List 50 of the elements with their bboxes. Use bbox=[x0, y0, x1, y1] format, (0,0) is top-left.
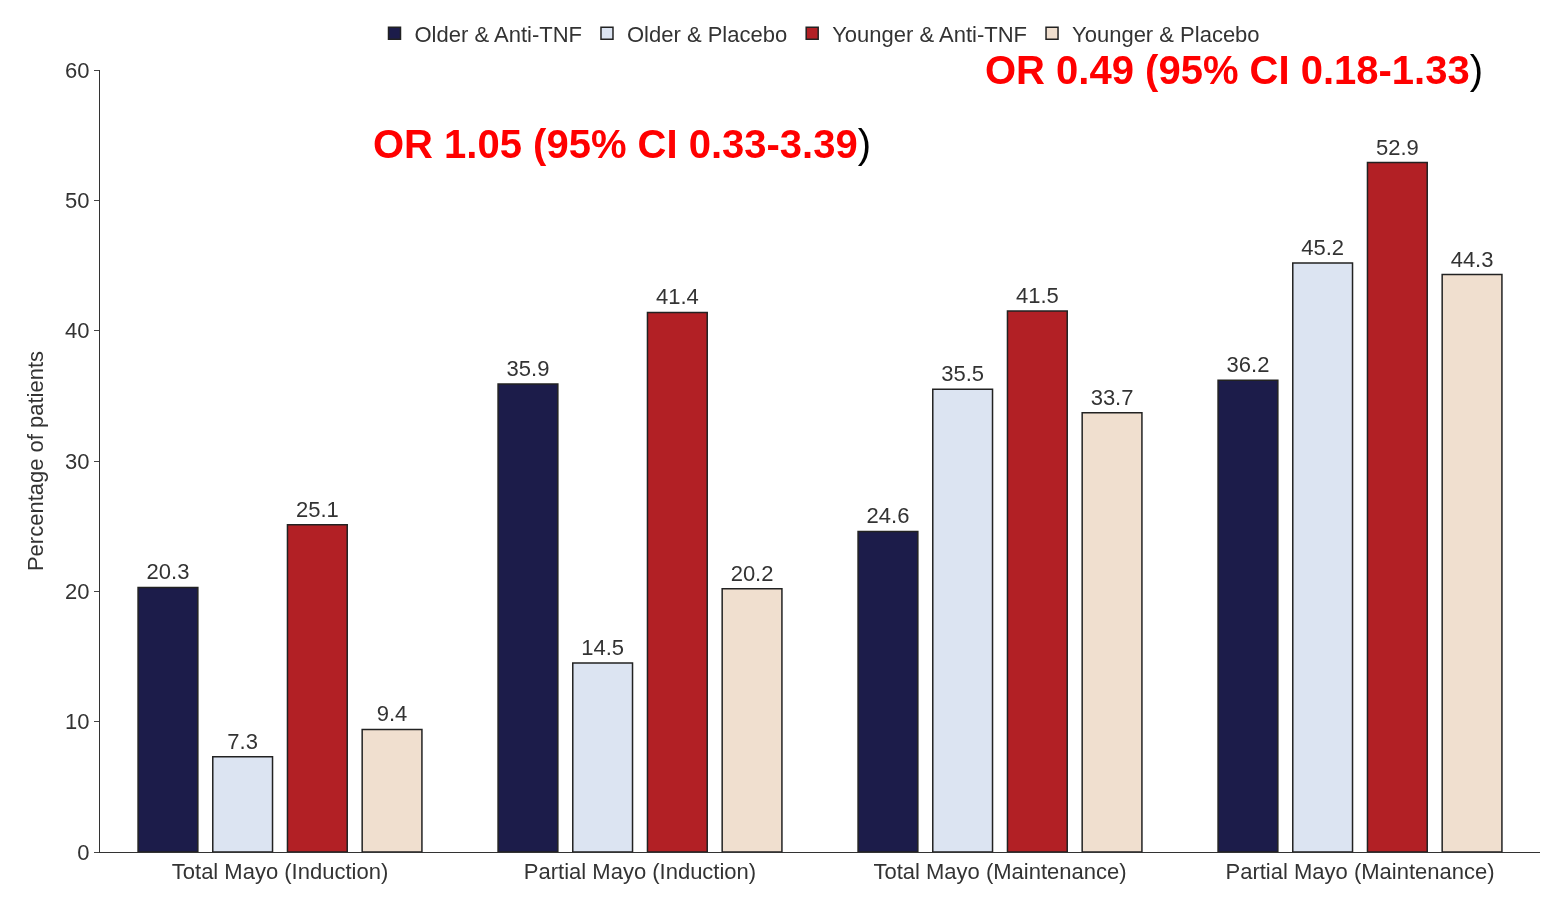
bar bbox=[1441, 273, 1503, 852]
data-label: 35.9 bbox=[506, 356, 550, 382]
bar bbox=[1081, 412, 1143, 852]
data-label: 7.3 bbox=[227, 728, 258, 754]
legend-label: Younger & Placebo bbox=[1072, 21, 1260, 47]
bar bbox=[646, 311, 708, 852]
data-label: 41.5 bbox=[1015, 283, 1059, 309]
bar bbox=[1217, 379, 1279, 852]
annotation: OR 0.49 (95% CI 0.18-1.33) bbox=[985, 48, 1484, 92]
bar bbox=[721, 587, 783, 852]
bar bbox=[361, 728, 423, 852]
bar bbox=[932, 388, 994, 852]
data-label: 33.7 bbox=[1090, 384, 1134, 410]
data-label: 9.4 bbox=[376, 701, 408, 727]
y-tick-label: 30 bbox=[65, 448, 90, 474]
bar bbox=[1292, 262, 1354, 852]
data-label: 25.1 bbox=[295, 496, 339, 522]
data-label: 20.3 bbox=[146, 559, 190, 585]
x-tick-label: Total Mayo (Induction) bbox=[171, 859, 389, 885]
data-label: 45.2 bbox=[1301, 234, 1345, 260]
data-label: 52.9 bbox=[1375, 134, 1419, 160]
annotation: OR 1.05 (95% CI 0.33-3.39) bbox=[373, 122, 872, 166]
data-label: 41.4 bbox=[655, 284, 699, 310]
y-tick-label: 60 bbox=[65, 57, 90, 83]
bar bbox=[1366, 161, 1428, 852]
data-label: 44.3 bbox=[1450, 246, 1494, 272]
bar bbox=[497, 383, 559, 852]
y-tick-label: 0 bbox=[77, 839, 90, 865]
x-tick-label: Total Mayo (Maintenance) bbox=[873, 859, 1127, 885]
x-tick-label: Partial Mayo (Induction) bbox=[523, 859, 757, 885]
data-label: 35.5 bbox=[941, 361, 985, 387]
y-tick-label: 10 bbox=[65, 709, 90, 735]
data-label: 36.2 bbox=[1226, 352, 1270, 378]
x-tick-label: Partial Mayo (Maintenance) bbox=[1225, 859, 1495, 885]
y-tick-label: 50 bbox=[65, 188, 90, 214]
y-tick-label: 20 bbox=[65, 579, 90, 605]
bar bbox=[572, 662, 634, 852]
y-tick-label: 40 bbox=[65, 318, 90, 344]
bar bbox=[212, 756, 274, 852]
data-label: 20.2 bbox=[730, 560, 774, 586]
legend-label: Older & Anti-TNF bbox=[414, 21, 582, 47]
bar bbox=[857, 530, 919, 852]
bar bbox=[137, 586, 199, 852]
legend-label: Younger & Anti-TNF bbox=[832, 21, 1028, 47]
y-axis-title: Percentage of patients bbox=[22, 350, 48, 572]
bar bbox=[1006, 310, 1068, 852]
data-label: 14.5 bbox=[581, 635, 625, 661]
legend-label: Older & Placebo bbox=[626, 21, 788, 47]
data-label: 24.6 bbox=[866, 503, 910, 529]
bar bbox=[286, 524, 348, 852]
